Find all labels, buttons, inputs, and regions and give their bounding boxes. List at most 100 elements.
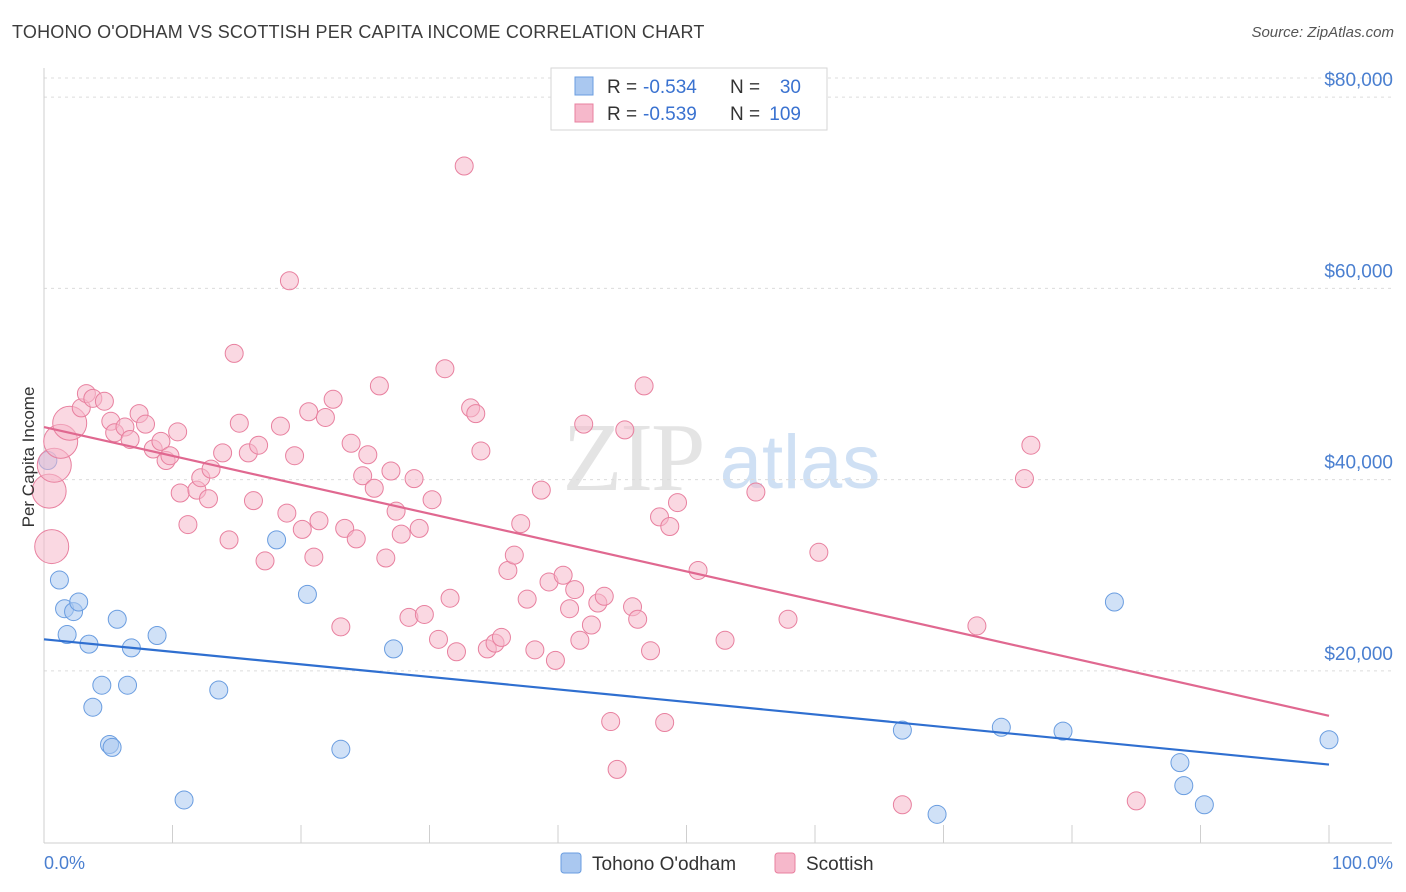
- point-tohono: [1174, 776, 1194, 796]
- legend-n-value-scottish: 109: [769, 104, 801, 125]
- point-scottish: [594, 586, 614, 606]
- legend-n-label-scottish: N =: [730, 104, 760, 125]
- point-scottish: [446, 642, 466, 662]
- point-tohono: [927, 804, 947, 824]
- chart-title: TOHONO O'ODHAM VS SCOTTISH PER CAPITA IN…: [12, 22, 705, 42]
- bottom-legend-swatch-tohono: [560, 852, 582, 874]
- point-scottish: [634, 376, 654, 396]
- point-scottish: [299, 402, 319, 422]
- point-scottish: [323, 389, 343, 409]
- legend-r-label-scottish: R =: [607, 104, 637, 125]
- watermark-atlas: atlas: [720, 420, 881, 505]
- point-tohono: [1104, 592, 1124, 612]
- point-tohono: [384, 639, 404, 659]
- point-scottish: [168, 422, 188, 442]
- point-scottish: [249, 435, 269, 455]
- point-scottish: [309, 511, 329, 531]
- trend-line-tohono: [43, 638, 1330, 766]
- point-scottish: [471, 441, 491, 461]
- trend-lines: [43, 425, 1330, 766]
- point-scottish: [279, 271, 299, 291]
- point-scottish: [277, 503, 297, 523]
- point-scottish: [120, 429, 140, 449]
- point-scottish: [967, 616, 987, 636]
- point-scottish: [454, 156, 474, 176]
- point-scottish: [504, 545, 524, 565]
- bottom-legend-label-tohono: Tohono O'odham: [592, 854, 736, 875]
- point-scottish: [229, 413, 249, 433]
- point-scottish: [243, 491, 263, 511]
- point-scottish: [94, 391, 114, 411]
- point-scottish: [292, 519, 312, 539]
- trend-line-scottish: [43, 425, 1330, 717]
- point-tohono: [69, 592, 89, 612]
- point-tohono: [1319, 730, 1339, 750]
- point-tohono: [118, 675, 138, 695]
- point-scottish: [422, 490, 442, 510]
- point-tohono: [102, 737, 122, 757]
- point-scottish: [270, 416, 290, 436]
- x-tick-label-max: 100.0%: [1332, 853, 1393, 873]
- point-tohono: [174, 790, 194, 810]
- legend-swatch-tohono: [574, 76, 594, 96]
- point-scottish: [809, 542, 829, 562]
- point-tohono: [267, 530, 287, 550]
- point-scottish: [331, 617, 351, 637]
- y-tick-label: $40,000: [1324, 453, 1393, 474]
- point-scottish: [778, 609, 798, 629]
- point-scottish: [414, 604, 434, 624]
- point-scottish: [615, 420, 635, 440]
- legend-r-value-tohono: -0.534: [643, 77, 697, 98]
- grid-lines: [44, 77, 1392, 672]
- point-tohono: [147, 625, 167, 645]
- point-tohono: [1194, 795, 1214, 815]
- legend-r-label-tohono: R =: [607, 77, 637, 98]
- point-scottish: [688, 560, 708, 580]
- point-scottish: [404, 469, 424, 489]
- point-scottish: [607, 759, 627, 779]
- point-scottish: [435, 359, 455, 379]
- x-tick-label-min: 0.0%: [44, 853, 85, 873]
- y-axis-label: Per Capita Income: [19, 387, 38, 528]
- point-scottish: [892, 795, 912, 815]
- axes: $20,000 $40,000 $60,000 $80,000: [43, 68, 1393, 844]
- point-scottish: [581, 615, 601, 635]
- legend-swatch-scottish: [574, 103, 594, 123]
- point-scottish: [565, 580, 585, 600]
- point-scottish: [391, 524, 411, 544]
- point-scottish: [511, 514, 531, 534]
- point-scottish: [285, 446, 305, 466]
- point-scottish: [553, 565, 573, 585]
- point-scottish: [517, 589, 537, 609]
- legend-n-label-tohono: N =: [730, 77, 760, 98]
- point-scottish: [440, 588, 460, 608]
- point-scottish: [346, 529, 366, 549]
- point-scottish: [358, 445, 378, 465]
- point-scottish: [466, 404, 486, 424]
- stats-legend-box: [550, 67, 828, 131]
- point-scottish: [641, 641, 661, 661]
- point-scottish: [601, 712, 621, 732]
- point-tohono: [49, 570, 69, 590]
- y-tick-label: $20,000: [1324, 644, 1393, 665]
- point-scottish: [715, 630, 735, 650]
- point-scottish: [428, 629, 448, 649]
- point-scottish: [746, 482, 766, 502]
- point-scottish: [304, 547, 324, 567]
- point-scottish: [668, 493, 688, 513]
- point-scottish: [376, 548, 396, 568]
- point-scottish: [560, 599, 580, 619]
- point-scottish: [315, 407, 335, 427]
- point-scottish: [525, 640, 545, 660]
- point-scottish: [381, 461, 401, 481]
- point-tohono: [892, 720, 912, 740]
- point-scottish: [369, 376, 389, 396]
- point-scottish: [219, 530, 239, 550]
- point-scottish: [660, 516, 680, 536]
- source-credit: Source: ZipAtlas.com: [1251, 24, 1394, 41]
- legend-r-value-scottish: -0.539: [643, 104, 697, 125]
- point-scottish: [1014, 469, 1034, 489]
- point-scottish: [570, 630, 590, 650]
- point-scottish: [136, 414, 156, 434]
